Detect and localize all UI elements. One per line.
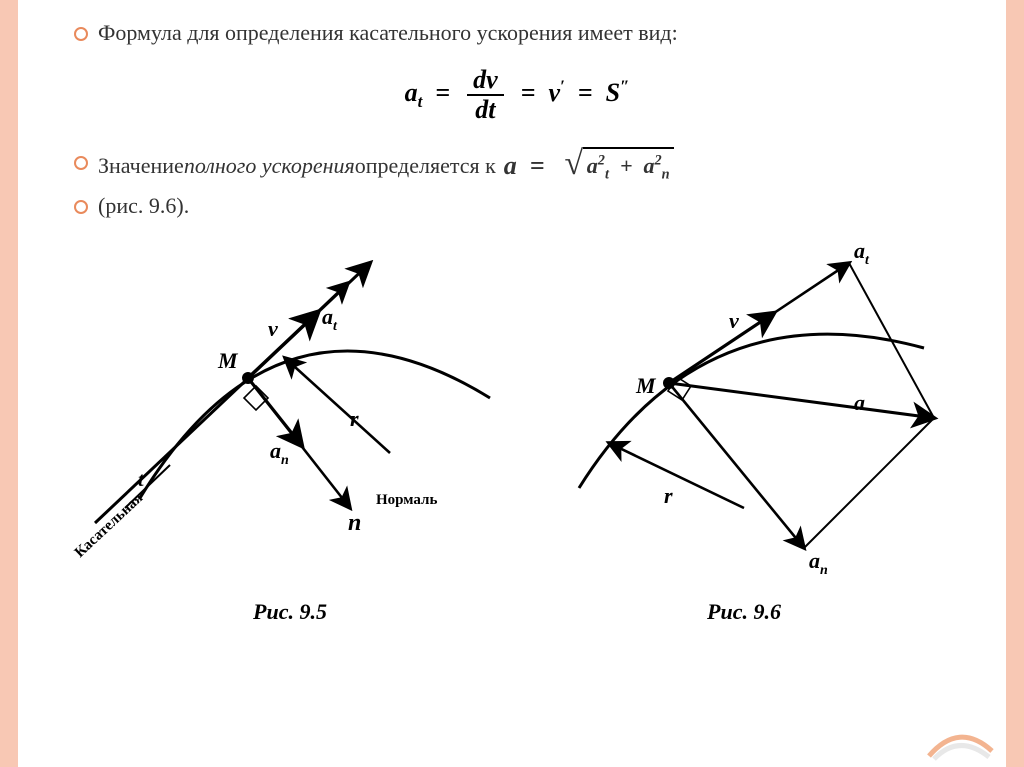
bullet-3-text: (рис. 9.6).	[98, 193, 189, 218]
figure-9-6: M v at an a r Рис. 9.6	[522, 228, 966, 625]
svg-text:at: at	[854, 238, 870, 268]
slide-body: Формула для определения касательного уск…	[18, 0, 1006, 767]
bullet-1: Формула для определения касательного уск…	[68, 18, 966, 48]
bullet-3: (рис. 9.6).	[68, 191, 966, 221]
lbl-M: M	[217, 348, 239, 373]
bullet-2-italic: полного ускорения	[184, 151, 355, 181]
lbl96-r: r	[664, 483, 673, 508]
svg-text:an: an	[809, 548, 828, 578]
lbl-normal: Нормаль	[376, 492, 437, 508]
accent-left	[0, 0, 18, 767]
total-accel-formula: a = √ a2t + a2n	[504, 147, 674, 185]
lbl-t: t	[138, 469, 145, 491]
fig95-caption: Рис. 9.5	[68, 599, 512, 625]
fraction-dv-dt: dv dt	[467, 66, 504, 125]
svg-text:an: an	[270, 438, 289, 468]
figure-9-5: M v at an n r t Касательная Нормаль Рис.…	[68, 228, 512, 625]
accent-right	[1006, 0, 1024, 767]
bullet-2-post: определяется к	[355, 151, 496, 181]
main-formula: at = dv dt = v′ = S″	[68, 66, 966, 125]
svg-text:at: at	[322, 304, 338, 334]
bullet-2: Значение полного ускорения определяется …	[68, 147, 966, 185]
bullet-list-2: Значение полного ускорения определяется …	[68, 147, 966, 220]
fig96-svg: M v at an a r	[524, 228, 964, 588]
diagrams-row: M v at an n r t Касательная Нормаль Рис.…	[68, 228, 966, 625]
lbl-r: r	[350, 406, 359, 431]
corner-decoration	[924, 711, 994, 761]
lbl96-a: a	[854, 390, 865, 415]
fig95-svg: M v at an n r t Касательная Нормаль	[70, 228, 510, 588]
formula-at: at = dv dt = v′ = S″	[405, 78, 630, 107]
fig96-caption: Рис. 9.6	[522, 599, 966, 625]
lbl-v: v	[268, 316, 278, 341]
lbl-tangent: Касательная	[72, 490, 146, 561]
bullet-1-text: Формула для определения касательного уск…	[98, 20, 678, 45]
bullet-list: Формула для определения касательного уск…	[68, 18, 966, 48]
lbl96-v: v	[729, 308, 739, 333]
lbl-n: n	[348, 510, 361, 536]
bullet-2-pre: Значение	[98, 151, 184, 181]
lbl96-M: M	[635, 373, 657, 398]
